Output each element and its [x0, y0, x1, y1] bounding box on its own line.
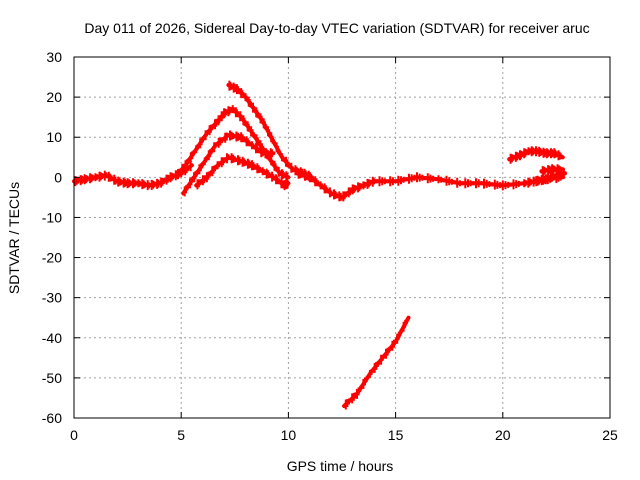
x-axis-label: GPS time / hours	[287, 458, 394, 474]
series-marks-arc-d	[195, 153, 289, 191]
chart-title: Day 011 of 2026, Sidereal Day-to-day VTE…	[84, 20, 589, 36]
y-tick-label: -40	[42, 330, 62, 346]
series-marks-arc-h	[508, 146, 563, 164]
series-marks-arc-b	[175, 105, 289, 182]
series-line-arc-g	[342, 315, 411, 408]
x-tick-label: 25	[602, 427, 618, 443]
series-marks-arc-f	[296, 168, 562, 202]
x-tick-label: 5	[177, 427, 185, 443]
y-tick-label: -60	[42, 410, 62, 426]
x-tick-label: 10	[281, 427, 297, 443]
series-marks-arc-i	[540, 164, 563, 177]
series-marks-arc-g	[343, 317, 408, 410]
y-tick-label: 10	[46, 129, 62, 145]
grid-layer	[74, 57, 610, 418]
series-marks-arc-a	[73, 161, 192, 191]
y-tick-label: -50	[42, 370, 62, 386]
x-tick-label: 15	[388, 427, 404, 443]
series-layer	[72, 80, 567, 410]
series-marks-arc-e	[227, 80, 312, 181]
x-tick-label: 0	[70, 427, 78, 443]
series-marks-arc-j	[534, 168, 565, 187]
series-marks-arc-c	[182, 130, 274, 197]
y-tick-label: -30	[42, 290, 62, 306]
y-tick-label: 0	[54, 169, 62, 185]
x-tick-label: 20	[495, 427, 511, 443]
tick-layer: 0 5 10 15 20 25 30 20 10 0 -10 -20 -30 -40 -50 -60	[42, 49, 618, 443]
y-tick-label: -20	[42, 250, 62, 266]
y-axis-label: SDTVAR / TECUs	[6, 182, 22, 294]
y-tick-label: 30	[46, 49, 62, 65]
y-tick-label: -10	[42, 209, 62, 225]
y-tick-label: 20	[46, 89, 62, 105]
plot-frame	[73, 56, 611, 419]
